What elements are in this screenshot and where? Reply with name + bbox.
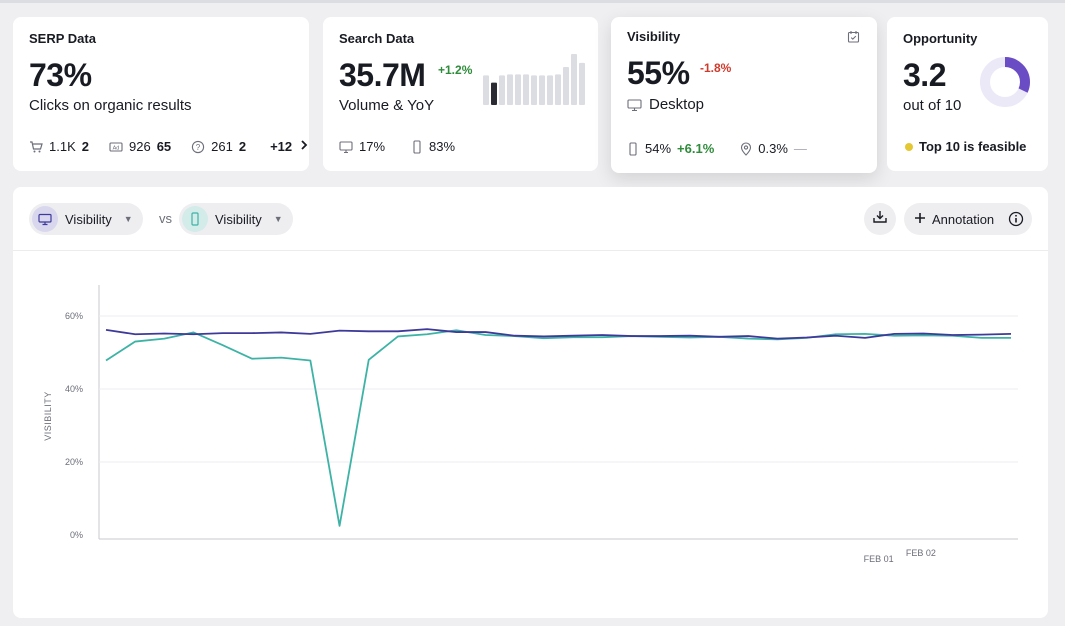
- stat-count: 65: [156, 139, 172, 154]
- card-title: SERP Data: [29, 31, 96, 46]
- chevron-right-icon[interactable]: [298, 139, 310, 154]
- serp-data-card[interactable]: SERP Data 73% Clicks on organic results …: [13, 17, 309, 171]
- stat-value: 1.1K: [49, 139, 76, 154]
- download-icon: [872, 209, 888, 230]
- caret-down-icon: ▼: [273, 214, 283, 224]
- window-top-border: [0, 0, 1065, 3]
- left-metric-dropdown[interactable]: Visibility ▼: [29, 203, 143, 235]
- left-metric-label: Visibility: [65, 211, 112, 227]
- opportunity-card[interactable]: Opportunity 3.2 out of 10 Top 10 is feas…: [887, 17, 1048, 171]
- trend-bar: [555, 74, 561, 105]
- ad-icon: Ad: [109, 140, 123, 154]
- trend-bar: [515, 74, 521, 105]
- right-metric-label: Visibility: [215, 211, 262, 227]
- calendar-check-icon[interactable]: [847, 30, 860, 48]
- opportunity-note-text: Top 10 is feasible: [919, 139, 1027, 154]
- opportunity-donut: [980, 57, 1030, 107]
- location-pin-icon: [740, 141, 752, 156]
- desktop-icon: [627, 98, 642, 112]
- mobile-icon: [411, 139, 423, 154]
- desktop-icon: [339, 140, 353, 154]
- serp-value: 73%: [29, 57, 92, 93]
- chart-toolbar: Visibility ▼ vs Visibility ▼ Annotation: [13, 187, 1048, 251]
- y-tick-label: 40%: [65, 384, 83, 394]
- serp-subtitle: Clicks on organic results: [29, 97, 192, 114]
- serp-stats: 1.1K 2 Ad 926 65 ? 261 2 +12: [29, 139, 310, 154]
- annotation-label: Annotation: [932, 211, 995, 227]
- search-subtitle: Volume & YoY: [339, 97, 435, 114]
- visibility-change: -1.8%: [700, 61, 732, 75]
- mobile-visibility-change: +6.1%: [677, 141, 715, 156]
- donut-arc: [980, 57, 1030, 107]
- svg-text:Ad: Ad: [113, 145, 120, 151]
- annotation-button[interactable]: Annotation: [904, 203, 1032, 235]
- device-label: Desktop: [627, 96, 704, 113]
- visibility-value: 55%: [627, 55, 690, 91]
- x-tick-label: FEB 01: [864, 554, 894, 564]
- right-metric-dropdown[interactable]: Visibility ▼: [179, 203, 293, 235]
- trend-bar: [499, 75, 505, 105]
- trend-bar: [483, 75, 489, 105]
- svg-text:?: ?: [196, 143, 201, 152]
- desktop-share: 17%: [359, 139, 386, 154]
- y-axis-label: VISIBILITY: [43, 391, 53, 441]
- device-name: Desktop: [649, 96, 705, 113]
- visibility-card[interactable]: Visibility 55% -1.8% Desktop 54% +6.1% 0…: [611, 17, 877, 173]
- question-icon: ?: [191, 140, 205, 154]
- opportunity-note: Top 10 is feasible: [905, 139, 1026, 154]
- search-volume-value: 35.7M: [339, 57, 426, 93]
- mobile-icon: [182, 206, 208, 232]
- info-icon[interactable]: [1004, 207, 1028, 231]
- x-tick-label: FEB 02: [906, 548, 936, 558]
- caret-down-icon: ▼: [123, 214, 133, 224]
- visibility-line-chart: 0% 20% 40% 60% VISIBILITY FEB 01 FEB 02: [43, 285, 1018, 564]
- local-visibility: 0.3%: [758, 141, 788, 156]
- y-tick-label: 0%: [70, 530, 83, 540]
- vs-label: vs: [159, 211, 172, 226]
- trend-bar: [491, 82, 497, 105]
- stat-count: 2: [238, 139, 247, 154]
- opportunity-score: 3.2: [903, 57, 946, 93]
- y-tick-label: 60%: [65, 311, 83, 321]
- trend-bar: [523, 74, 529, 105]
- card-title: Search Data: [339, 31, 415, 46]
- cart-icon: [29, 140, 43, 154]
- series-line-desktop[interactable]: [105, 328, 1012, 340]
- volume-trend-chart: [483, 54, 585, 105]
- more-features-count[interactable]: +12: [270, 139, 293, 154]
- series-line-mobile[interactable]: [105, 329, 1011, 527]
- trend-bar: [539, 75, 545, 105]
- export-button[interactable]: [864, 203, 896, 235]
- card-title: Visibility: [627, 29, 681, 44]
- visibility-breakdown: 54% +6.1% 0.3% —: [627, 141, 807, 156]
- stat-value: 261: [211, 139, 233, 154]
- trend-bar: [571, 54, 577, 105]
- local-visibility-change: —: [793, 141, 807, 156]
- search-data-card[interactable]: Search Data 35.7M +1.2% Volume & YoY 17%…: [323, 17, 598, 171]
- card-title: Opportunity: [903, 31, 978, 46]
- y-tick-label: 20%: [65, 457, 83, 467]
- mobile-visibility: 54%: [645, 141, 672, 156]
- status-dot: [905, 142, 913, 151]
- mobile-share: 83%: [429, 139, 456, 154]
- trend-bar: [579, 62, 585, 105]
- desktop-icon: [32, 206, 58, 232]
- visibility-chart-panel: Visibility ▼ vs Visibility ▼ Annotation: [13, 187, 1048, 618]
- trend-bar: [563, 67, 569, 105]
- stat-count: 2: [81, 139, 89, 154]
- stat-value: 926: [128, 139, 151, 154]
- mobile-icon: [627, 141, 639, 156]
- plus-icon: [914, 212, 926, 227]
- trend-bar: [507, 74, 513, 105]
- trend-bar: [547, 75, 553, 105]
- yoy-change: +1.2%: [438, 63, 473, 77]
- device-split: 17% 83%: [339, 139, 455, 154]
- trend-bar: [531, 75, 537, 105]
- opportunity-subtitle: out of 10: [903, 97, 962, 114]
